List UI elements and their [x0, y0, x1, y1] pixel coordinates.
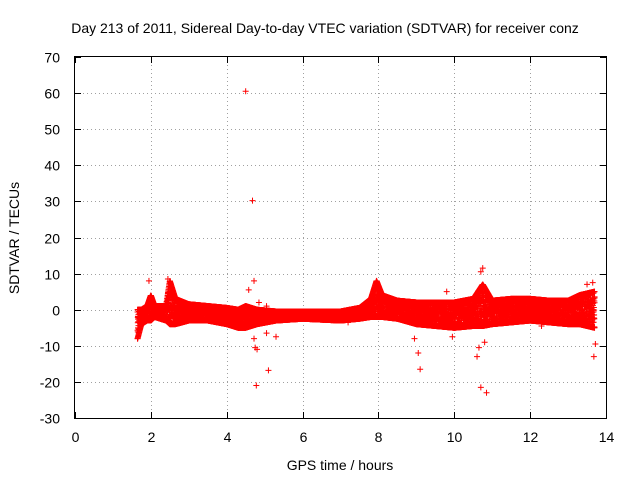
- grid: [75, 57, 606, 418]
- data-marks: [134, 88, 599, 396]
- chart-title: Day 213 of 2011, Sidereal Day-to-day VTE…: [71, 20, 579, 36]
